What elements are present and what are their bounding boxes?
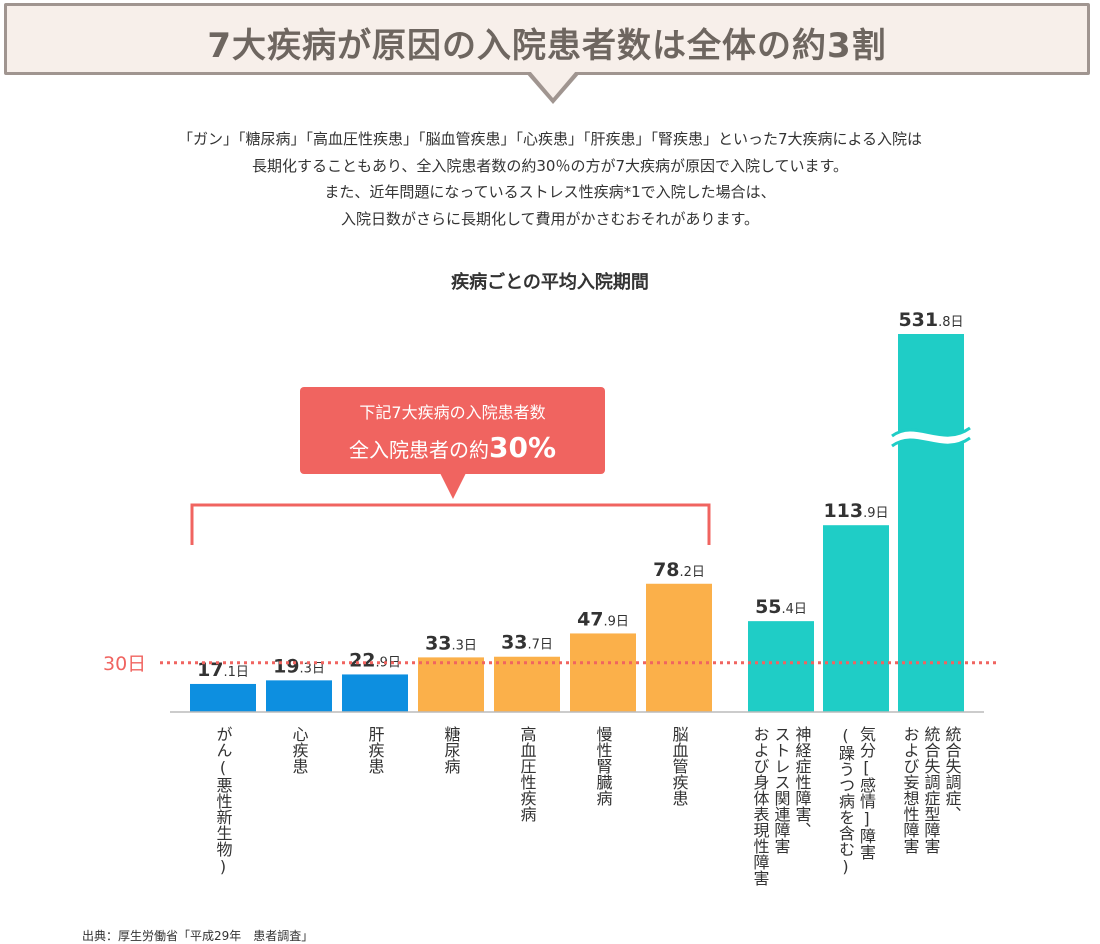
data-label: 17.1日 (197, 659, 249, 681)
callout-prefix: 全入院患者の約 (348, 438, 489, 462)
data-label: 47.9日 (577, 608, 629, 630)
reference-line-label: 30日 (103, 653, 146, 675)
tick-label: 糖尿病 (442, 726, 461, 775)
intro-line: また、近年問題になっているストレス性疾病*1で入院した場合は、 (324, 183, 776, 201)
tick-label: 統合失調症型障害 (922, 726, 941, 854)
source-note: 出典：厚生労働省「平成29年 患者調査」 (82, 929, 314, 943)
axis-break-line (891, 426, 971, 438)
tick-label: 慢性腎臓病 (594, 726, 613, 807)
data-label: 113.9日 (823, 500, 888, 522)
tick-label: 高血圧性疾病 (518, 726, 537, 823)
intro-text: 「ガン」「糖尿病」「高血圧性疾患」「脳血管疾患」「心疾患」「肝疾患」「腎疾患」と… (0, 126, 1100, 232)
bar (342, 674, 408, 712)
data-label: 531.8日 (898, 309, 963, 331)
tick-label: および身体表現性障害 (751, 726, 770, 886)
data-label: 19.3日 (273, 655, 325, 677)
intro-line: 長期化することもあり、全入院患者数の約30％の方が7大疾病が原因で入院しています… (251, 156, 849, 175)
tick-label: 脳血管疾患 (670, 726, 689, 806)
tick-label: がん(悪性新生物) (214, 726, 233, 876)
intro-line: 入院日数がさらに長期化して費用がかさむおそれがあります。 (340, 209, 760, 228)
callout-box: 下記7大疾病の入院患者数 全入院患者の約30% (300, 387, 605, 474)
chart-title: 疾病ごとの平均入院期間 (451, 272, 649, 293)
bar (570, 633, 636, 712)
bar (190, 683, 256, 712)
data-label: 22.9日 (349, 649, 401, 671)
tick-label: ストレス関連障害 (772, 726, 791, 854)
tick-label: 肝疾患 (366, 726, 385, 774)
tick-label: (躁うつ病を含む) (836, 726, 855, 876)
tick-label: 統合失調症、 (943, 726, 962, 822)
data-label: 55.4日 (755, 596, 807, 618)
bar (748, 621, 814, 712)
data-label: 33.3日 (425, 632, 477, 654)
header-banner: 7大疾病が原因の入院患者数は全体の約3割 (4, 3, 1090, 75)
callout-value: 30% (488, 431, 557, 464)
data-label: 33.7日 (501, 632, 553, 654)
page-title: 7大疾病が原因の入院患者数は全体の約3割 (207, 26, 887, 66)
bar (646, 583, 712, 712)
callout-pointer (440, 473, 466, 499)
bar (266, 680, 332, 712)
axis-break-line (891, 436, 971, 448)
tick-label: 神経症性障害、 (793, 726, 812, 838)
axis-break-gap (894, 428, 968, 446)
callout-line2: 全入院患者の約30% (300, 431, 605, 464)
header-arrow-inner (530, 71, 576, 98)
intro-line: 「ガン」「糖尿病」「高血圧性疾患」「脳血管疾患」「心疾患」「肝疾患」「腎疾患」と… (177, 130, 923, 148)
tick-label: 心疾患 (290, 726, 309, 774)
bar (494, 656, 560, 712)
callout-line1: 下記7大疾病の入院患者数 (359, 403, 546, 422)
bracket-7-diseases (190, 503, 711, 545)
tick-label: および妄想性障害 (901, 726, 920, 854)
bar (418, 657, 484, 712)
tick-label: 気分[感情]障害 (857, 726, 876, 860)
bar (823, 525, 889, 712)
data-label: 78.2日 (653, 559, 705, 581)
bar (898, 334, 964, 712)
